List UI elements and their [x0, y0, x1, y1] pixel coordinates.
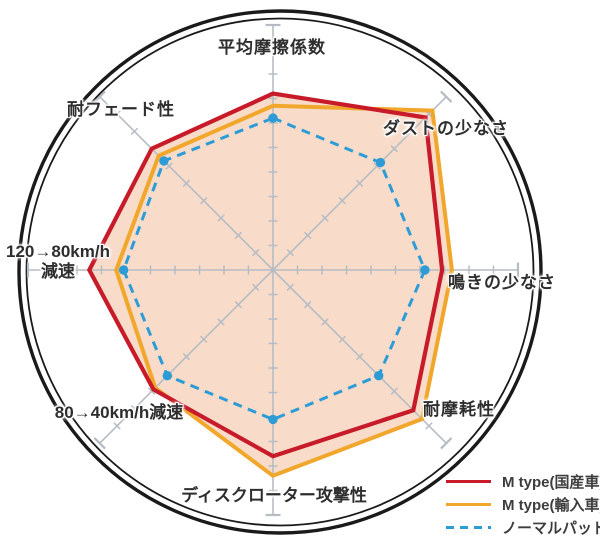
axis-label-disc-rotor-aggressiveness: ディスクローター攻撃性 [181, 486, 367, 506]
axis-label-80-40kmh-deceleration: 80→40km/h減速 [54, 403, 184, 423]
axis-label-120-80kmh-line1: 120→80km/h [6, 242, 110, 261]
axis-label-low-squeal: 鳴きの少なさ [448, 273, 556, 293]
legend-item-m-type-domestic: M type(国産車) [446, 470, 600, 493]
legend-label-m-type-domestic: M type(国産車) [502, 474, 600, 491]
axis-label-wear-resistance: 耐摩耗性 [423, 400, 495, 420]
legend-line-orange [446, 502, 491, 507]
legend-line-blue-dashed [446, 525, 491, 530]
series-outlines [86, 91, 454, 479]
legend: M type(国産車) M type(輸入車) ノーマルパッド [446, 470, 600, 539]
legend-label-m-type-import: M type(輸入車) [502, 497, 600, 514]
legend-item-normal-pad: ノーマルパッド [446, 516, 600, 539]
legend-line-red [446, 479, 491, 484]
legend-item-m-type-import: M type(輸入車) [446, 493, 600, 516]
axis-label-120-80kmh-deceleration: 120→80km/h 減速 [6, 242, 110, 281]
axis-label-fade-resistance: 耐フェード性 [67, 100, 175, 120]
axis-label-120-80kmh-line2: 減速 [40, 261, 75, 281]
axis-label-low-dust: ダストの少なさ [383, 119, 509, 139]
axis-label-average-friction-coefficient: 平均摩擦係数 [218, 38, 326, 58]
axis-spokes-and-ticks [26, 23, 520, 517]
legend-label-normal-pad: ノーマルパッド [502, 520, 600, 537]
outer-double-circle [17, 9, 543, 535]
